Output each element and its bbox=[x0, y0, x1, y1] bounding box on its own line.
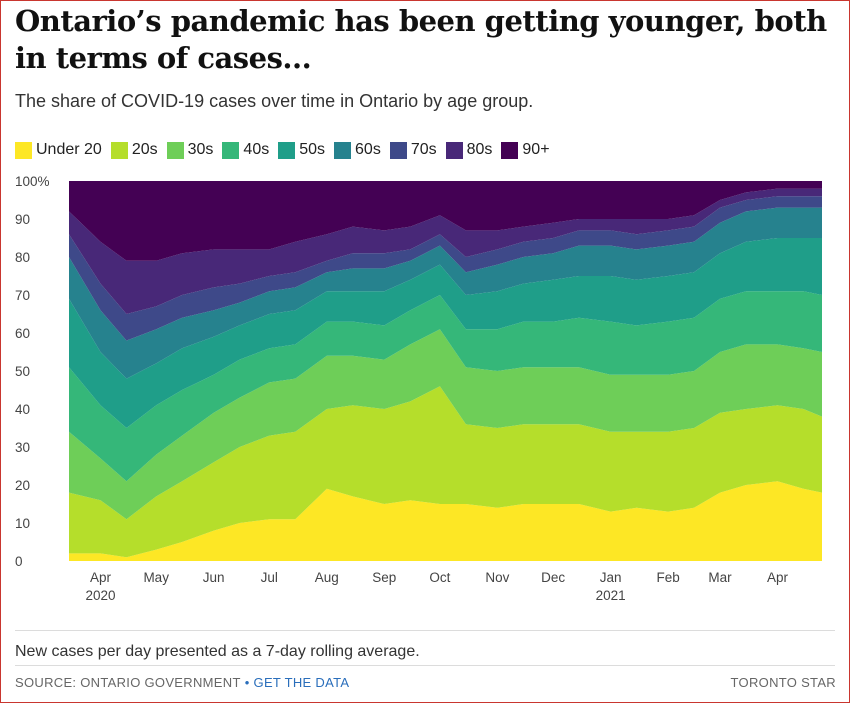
area-series bbox=[69, 181, 822, 261]
y-tick-label: 30 bbox=[15, 440, 30, 455]
area-series bbox=[69, 329, 822, 520]
legend-label: 60s bbox=[355, 141, 381, 158]
x-tick-label: Mar bbox=[708, 570, 732, 585]
legend-label: 40s bbox=[243, 141, 270, 158]
area-series bbox=[69, 481, 822, 561]
area-series bbox=[69, 386, 822, 558]
credit-text: TORONTO STAR bbox=[730, 675, 836, 690]
x-tick-label: Nov bbox=[485, 570, 509, 585]
chart-title: Ontario’s pandemic has been getting youn… bbox=[15, 4, 827, 75]
x-tick-label: Aug bbox=[315, 570, 339, 585]
y-tick-label: 20 bbox=[15, 478, 30, 493]
source-text: SOURCE: ONTARIO GOVERNMENT bbox=[15, 675, 241, 690]
legend-item: 50s bbox=[278, 141, 325, 159]
divider bbox=[15, 665, 835, 666]
footnote: New cases per day presented as a 7-day r… bbox=[15, 643, 420, 660]
legend-swatch bbox=[445, 141, 463, 159]
legend-swatch bbox=[15, 141, 32, 159]
x-tick-label: Apr bbox=[767, 570, 789, 585]
y-tick-label: 80 bbox=[15, 250, 30, 265]
x-tick-label: Jul bbox=[261, 570, 278, 585]
legend-item: Under 20 bbox=[15, 141, 102, 159]
x-tick-year: 2021 bbox=[596, 588, 626, 603]
y-tick-label: 10 bbox=[15, 516, 30, 531]
y-tick-label: 50 bbox=[15, 364, 30, 379]
legend-label: 30s bbox=[187, 141, 214, 158]
legend-swatch bbox=[501, 141, 519, 159]
legend-label: 20s bbox=[131, 141, 158, 158]
legend-item: 20s bbox=[110, 141, 158, 159]
y-tick-label: 100% bbox=[15, 174, 50, 189]
x-tick-label: Dec bbox=[541, 570, 565, 585]
y-tick-label: 90 bbox=[15, 212, 30, 227]
legend-item: 40s bbox=[222, 141, 269, 159]
legend-item: 60s bbox=[334, 141, 381, 159]
legend-label: Under 20 bbox=[36, 141, 102, 158]
y-tick-label: 70 bbox=[15, 288, 30, 303]
y-tick-label: 0 bbox=[15, 554, 23, 569]
y-tick-label: 40 bbox=[15, 402, 30, 417]
legend: Under 20 20s 30s 40s 50s 60s 70s 80s 90+ bbox=[15, 141, 559, 159]
legend-swatch bbox=[389, 141, 407, 159]
legend-swatch bbox=[278, 141, 296, 159]
x-tick-label: Feb bbox=[656, 570, 679, 585]
legend-item: 70s bbox=[389, 141, 437, 159]
legend-item: 30s bbox=[166, 141, 214, 159]
area-series bbox=[69, 291, 822, 482]
x-tick-label: Jun bbox=[203, 570, 225, 585]
legend-label: 50s bbox=[299, 141, 326, 158]
legend-swatch bbox=[110, 141, 128, 159]
legend-swatch bbox=[222, 141, 240, 159]
x-tick-label: Sep bbox=[372, 570, 396, 585]
chart-subtitle: The share of COVID-19 cases over time in… bbox=[15, 91, 534, 111]
source-line: SOURCE: ONTARIO GOVERNMENT • GET THE DATA bbox=[15, 675, 349, 690]
get-the-data-link[interactable]: GET THE DATA bbox=[253, 675, 350, 690]
divider bbox=[15, 630, 835, 631]
area-series bbox=[69, 238, 822, 428]
legend-item: 80s bbox=[445, 141, 493, 159]
x-tick-label: Oct bbox=[429, 570, 450, 585]
x-tick-label: Jan bbox=[600, 570, 622, 585]
legend-label: 90+ bbox=[522, 141, 550, 158]
y-tick-label: 60 bbox=[15, 326, 30, 341]
separator-dot: • bbox=[244, 675, 250, 690]
area-series bbox=[69, 196, 822, 341]
footer: SOURCE: ONTARIO GOVERNMENT • GET THE DATA … bbox=[15, 675, 836, 690]
legend-label: 80s bbox=[466, 141, 493, 158]
x-tick-label: Apr bbox=[90, 570, 112, 585]
legend-item: 90+ bbox=[501, 141, 550, 159]
legend-swatch bbox=[334, 141, 352, 159]
legend-label: 70s bbox=[410, 141, 437, 158]
x-tick-label: May bbox=[143, 570, 169, 585]
legend-swatch bbox=[166, 141, 184, 159]
area-series bbox=[69, 188, 822, 314]
x-tick-year: 2020 bbox=[85, 588, 115, 603]
area-series bbox=[69, 207, 822, 379]
stacked-area-chart: 0 10 20 30 40 50 60 70 80 90 100% Apr 2020 May Jun Jul A… bbox=[15, 174, 822, 603]
